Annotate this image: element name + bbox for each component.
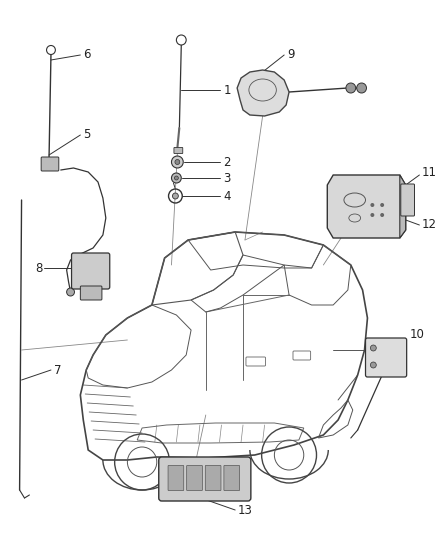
FancyBboxPatch shape xyxy=(174,148,183,154)
Circle shape xyxy=(346,83,356,93)
Polygon shape xyxy=(400,175,406,238)
Text: 6: 6 xyxy=(83,49,91,61)
Circle shape xyxy=(172,156,183,168)
Circle shape xyxy=(177,35,186,45)
Text: 12: 12 xyxy=(421,219,436,231)
Circle shape xyxy=(371,203,374,207)
FancyBboxPatch shape xyxy=(205,465,221,490)
Text: 10: 10 xyxy=(410,328,424,342)
Circle shape xyxy=(371,362,376,368)
Polygon shape xyxy=(237,70,289,116)
Text: 1: 1 xyxy=(223,84,231,96)
Circle shape xyxy=(67,288,74,296)
Circle shape xyxy=(380,203,384,207)
FancyBboxPatch shape xyxy=(80,286,102,300)
FancyBboxPatch shape xyxy=(365,338,406,377)
Circle shape xyxy=(175,159,180,165)
Circle shape xyxy=(174,176,178,180)
Text: 5: 5 xyxy=(83,128,91,141)
FancyBboxPatch shape xyxy=(159,457,251,501)
Text: 4: 4 xyxy=(223,190,231,203)
Circle shape xyxy=(371,213,374,217)
Circle shape xyxy=(173,193,178,199)
FancyBboxPatch shape xyxy=(401,184,414,216)
FancyBboxPatch shape xyxy=(187,465,202,490)
FancyBboxPatch shape xyxy=(71,253,110,289)
Circle shape xyxy=(46,45,55,54)
Text: 13: 13 xyxy=(238,504,253,516)
Text: 7: 7 xyxy=(54,364,61,376)
Text: 9: 9 xyxy=(287,49,295,61)
Text: 8: 8 xyxy=(35,262,42,274)
FancyBboxPatch shape xyxy=(224,465,240,490)
Text: 2: 2 xyxy=(223,156,231,168)
Circle shape xyxy=(357,83,367,93)
Text: 3: 3 xyxy=(223,172,231,184)
Text: 11: 11 xyxy=(421,166,436,179)
Circle shape xyxy=(371,345,376,351)
FancyBboxPatch shape xyxy=(41,157,59,171)
Circle shape xyxy=(172,173,181,183)
FancyBboxPatch shape xyxy=(168,465,184,490)
Circle shape xyxy=(380,213,384,217)
Polygon shape xyxy=(327,175,406,238)
